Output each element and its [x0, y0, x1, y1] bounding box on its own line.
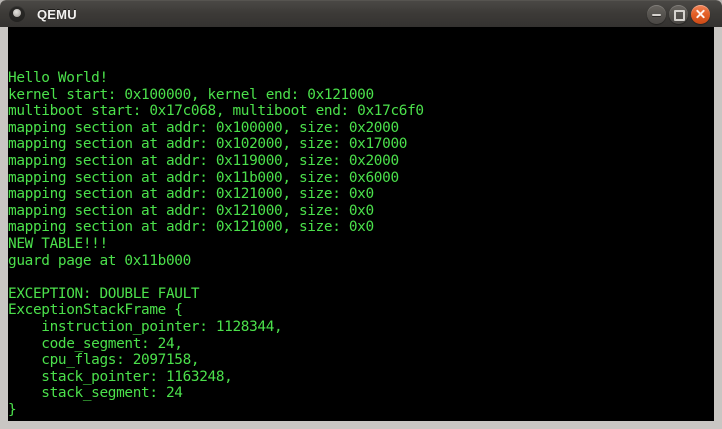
close-button[interactable] — [691, 4, 710, 24]
window-controls — [647, 4, 710, 24]
maximize-button[interactable] — [669, 4, 688, 24]
qemu-circle-icon — [9, 6, 25, 22]
qemu-vga-console[interactable]: Hello World! kernel start: 0x100000, ker… — [8, 27, 714, 421]
window-titlebar[interactable]: QEMU — [0, 0, 722, 27]
console-output: Hello World! kernel start: 0x100000, ker… — [8, 70, 424, 418]
window-title: QEMU — [37, 6, 77, 22]
minimize-button[interactable] — [647, 4, 666, 24]
window-frame: Hello World! kernel start: 0x100000, ker… — [0, 27, 722, 429]
